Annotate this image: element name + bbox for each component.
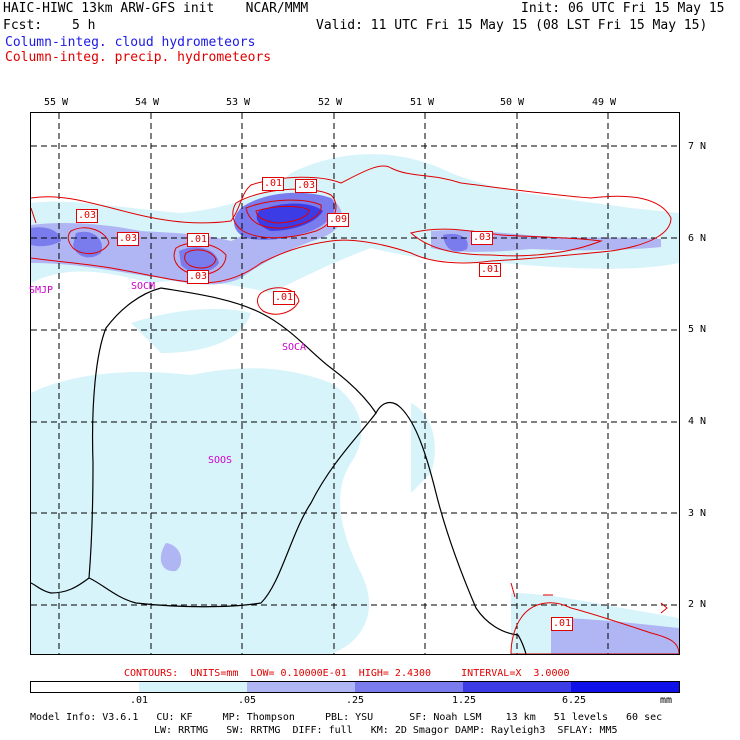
lat-label: 6 N	[688, 233, 707, 244]
fcst-value: 5 h	[72, 18, 96, 33]
cloud-shading-core	[256, 203, 323, 231]
fcst-label: Fcst:	[3, 18, 43, 33]
lon-label: 50 W	[500, 97, 525, 108]
lat-label: 5 N	[688, 324, 707, 335]
lat-label: 3 N	[688, 508, 707, 519]
contour-label: .01	[273, 291, 296, 305]
contour-label: .03	[471, 231, 494, 245]
contour-label: .09	[327, 213, 350, 227]
init-time: Init: 06 UTC Fri 15 May 15	[521, 1, 725, 16]
model-info-line2: LW: RRTMG SW: RRTMG DIFF: full KM: 2D Sm…	[154, 725, 618, 736]
lon-label: 54 W	[135, 97, 160, 108]
colorbar-segment	[463, 682, 571, 692]
lat-label: 4 N	[688, 416, 707, 427]
colorbar-segment	[247, 682, 355, 692]
lon-label: 51 W	[410, 97, 435, 108]
valid-time: Valid: 11 UTC Fri 15 May 15 (08 LST Fri …	[316, 18, 708, 33]
contour-label: .01	[187, 233, 210, 247]
lon-label: 53 W	[226, 97, 251, 108]
contour-label: .01	[262, 177, 285, 191]
coastline	[31, 287, 527, 654]
map-canvas	[31, 113, 679, 654]
colorbar	[30, 681, 680, 693]
colorbar-tick: .05	[238, 695, 257, 706]
lat-lon-grid	[31, 113, 679, 654]
contour-label: .03	[295, 179, 318, 193]
colorbar-units: mm	[660, 695, 673, 706]
station-label: SOCA	[282, 342, 307, 353]
contour-label: .03	[117, 232, 140, 246]
colorbar-tick: .25	[346, 695, 365, 706]
map-panel: .01 .03 .03 .09 .03 .01 .03 .03 .01 .01 …	[29, 112, 680, 655]
colorbar-segment	[31, 682, 139, 692]
legend-precip: Column-integ. precip. hydrometeors	[5, 50, 272, 65]
colorbar-segment	[355, 682, 463, 692]
title-left: HAIC-HIWC 13km ARW-GFS init NCAR/MMM	[3, 1, 309, 16]
contour-label: .01	[479, 263, 502, 277]
lon-label: 52 W	[318, 97, 343, 108]
legend-cloud: Column-integ. cloud hydrometeors	[5, 35, 256, 50]
lat-label: 2 N	[688, 599, 707, 610]
contour-label: .01	[551, 617, 574, 631]
station-label: SOOS	[208, 455, 233, 466]
station-label: SMJP	[29, 285, 54, 296]
contours-info: CONTOURS: UNITS=mm LOW= 0.10000E-01 HIGH…	[124, 668, 570, 679]
colorbar-tick: 6.25	[562, 695, 587, 706]
contour-label: .03	[76, 209, 99, 223]
colorbar-tick: 1.25	[452, 695, 477, 706]
contour-label: .03	[187, 270, 210, 284]
lat-label: 7 N	[688, 141, 707, 152]
station-label: SOCM	[131, 281, 156, 292]
lon-label: 55 W	[44, 97, 69, 108]
lon-label: 49 W	[592, 97, 617, 108]
colorbar-segment	[571, 682, 679, 692]
model-info-line1: Model Info: V3.6.1 CU: KF MP: Thompson P…	[30, 712, 663, 723]
colorbar-tick: .01	[130, 695, 149, 706]
colorbar-segment	[139, 682, 247, 692]
